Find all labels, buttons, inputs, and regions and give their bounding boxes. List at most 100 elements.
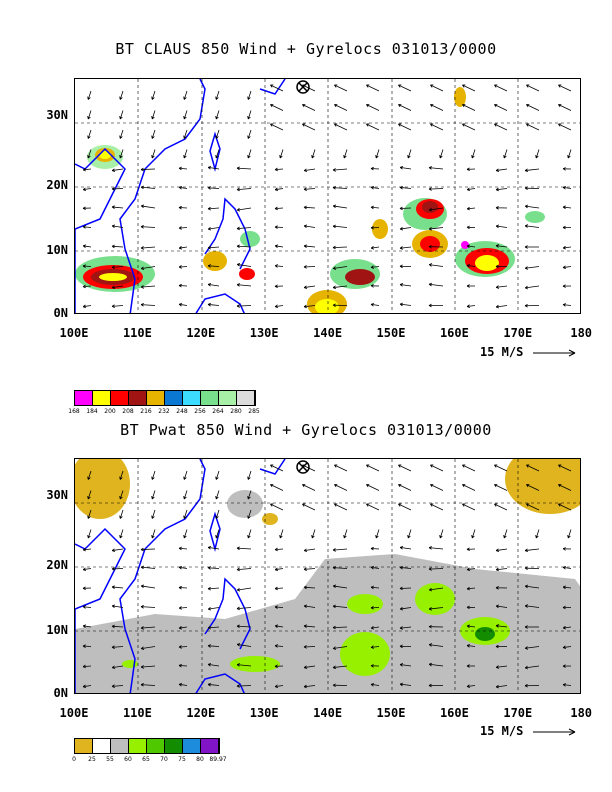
wind-arrow [82,284,92,289]
wind-arrow [303,645,316,649]
wind-arrow [236,643,252,647]
wind-arrow [87,509,92,519]
wind-arrow [398,503,412,511]
wind-arrow [183,509,188,519]
wind-arrow [236,684,252,688]
wind-arrow [343,529,348,539]
panel1-map[interactable] [74,78,581,314]
panel1-map-svg [75,79,580,313]
wind-arrow [332,604,348,609]
wind-arrow [183,129,188,139]
wind-arrow [303,585,316,590]
wind-arrow [303,265,316,269]
wind-arrow [398,103,412,111]
wind-arrow [370,205,380,210]
wind-arrow [526,103,540,111]
wind-arrow [311,149,316,159]
wind-arrow [466,547,476,552]
panel2-map[interactable] [74,458,581,694]
wind-arrow [111,604,124,609]
wind-arrow [140,302,156,307]
wind-arrow [140,285,156,289]
wind-arrow [524,266,540,270]
wind-arrow [430,103,444,111]
wind-arrow [274,167,284,172]
wind-arrow [151,149,156,159]
legend-swatch [147,391,165,405]
wind-arrow [87,490,92,500]
wind-arrow [87,110,92,120]
wind-arrow [332,185,348,190]
wind-arrow [274,567,284,572]
wind-arrow [494,503,508,511]
wind-arrow [428,303,444,308]
wind-arrow [471,149,476,159]
p2-xtick: 180 [570,706,593,720]
wind-arrow [399,565,412,570]
wind-arrow [247,529,252,539]
wind-arrow [494,464,508,472]
wind-arrow [111,265,124,269]
legend-label: 89.97 [209,756,227,763]
legend-label: 70 [160,756,168,763]
panel2-legend: 0 25 55 60 65 70 75 80 89.97 [72,738,227,764]
wind-arrow [466,605,476,610]
wind-arrow [428,643,444,647]
wind-arrow [466,644,476,648]
p1-xtick: 100E [59,326,89,340]
wind-arrow [495,285,508,289]
wind-arrow [140,266,156,270]
wind-arrow [334,483,348,491]
wind-arrow [370,265,380,269]
wind-arrow [303,304,316,309]
wind-arrow [332,204,348,209]
legend-swatch [147,739,165,753]
wind-arrow [302,503,316,511]
wind-arrow [87,470,92,480]
wind-arrow [332,224,348,229]
wind-arrow [236,304,252,308]
wind-arrow [303,684,316,689]
wind-arrow [370,284,380,288]
legend-swatch [165,739,183,753]
wind-arrow [87,129,92,139]
legend-swatch [183,739,201,753]
wind-arrow [466,624,476,629]
p1-xtick: 130E [249,326,279,340]
wind-arrow [247,129,252,139]
wind-arrow [215,529,220,539]
wind-arrow [428,244,444,249]
wind-arrow [366,84,380,92]
wind-arrow [111,168,124,172]
wind-arrow [524,566,540,571]
wind-arrow [183,90,188,100]
wind-arrow [366,123,380,131]
wind-arrow [270,103,284,111]
wind-arrow [303,665,316,670]
wind-arrow [236,624,252,629]
wind-arrow [428,587,444,592]
p1-ytick-30n: 30N [46,108,68,122]
wind-arrow [495,244,508,248]
wind-arrow [494,103,508,111]
wind-arrow [247,110,252,120]
p1-xtick: 110E [122,326,152,340]
wind-arrow [466,187,476,192]
wind-arrow [562,664,572,668]
wind-arrow [562,225,572,230]
wind-arrow [140,604,156,609]
p1-xtick: 170E [503,326,533,340]
wind-arrow [119,509,124,519]
wind-arrow [398,123,412,131]
wind-arrow [215,129,220,139]
p1-ytick-20n: 20N [46,178,68,192]
wind-arrow [178,283,188,288]
wind-arrow [151,490,156,500]
wind-arrow [495,586,508,590]
wind-arrow [140,626,156,630]
wind-arrow [366,103,380,111]
wind-arrow [334,464,348,472]
wind-arrow [562,205,572,210]
wind-arrow [535,149,540,159]
wind-arrow [524,224,540,228]
